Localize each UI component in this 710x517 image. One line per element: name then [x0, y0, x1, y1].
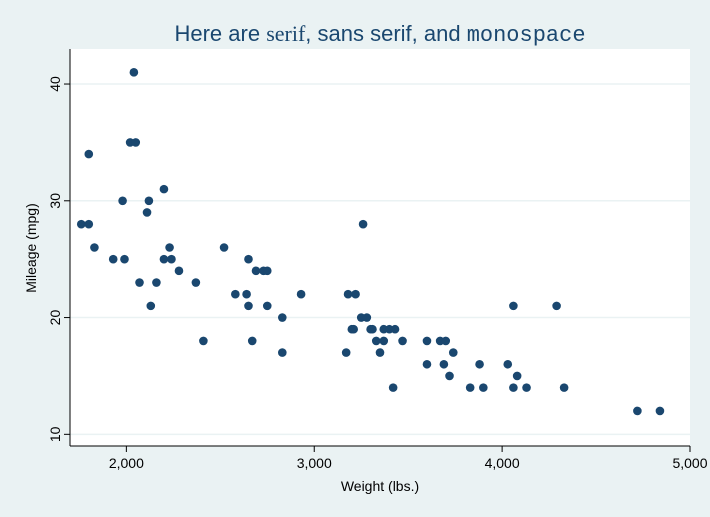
y-tick-label: 10 — [47, 426, 63, 442]
title-part: monospace — [467, 23, 586, 48]
data-point — [341, 348, 351, 357]
data-point — [633, 406, 642, 416]
data-point — [262, 301, 272, 311]
data-point — [159, 184, 169, 194]
data-point — [120, 254, 129, 264]
data-point — [439, 359, 449, 369]
data-point — [142, 208, 152, 217]
x-tick-label: 3,000 — [297, 455, 332, 471]
data-point — [262, 266, 272, 276]
data-point — [479, 383, 488, 392]
data-point — [509, 383, 518, 392]
data-point — [371, 336, 381, 346]
y-ticks: 10 20 30 40 — [47, 76, 70, 442]
x-ticks: 2,000 3,000 4,000 5,000 — [109, 446, 708, 471]
data-point — [118, 196, 127, 206]
data-point — [552, 301, 561, 311]
data-point — [351, 289, 360, 299]
data-point — [559, 383, 569, 392]
data-point — [90, 243, 99, 252]
data-point — [144, 196, 154, 206]
data-point — [343, 289, 353, 299]
data-point — [368, 324, 377, 334]
data-point — [445, 371, 454, 381]
data-point — [465, 383, 475, 392]
x-tick-label: 2,000 — [109, 455, 144, 471]
title-part: Here are — [174, 21, 266, 46]
data-point — [174, 266, 184, 276]
data-point — [244, 301, 253, 311]
x-axis-label: Weight (lbs.) — [341, 478, 419, 494]
data-point — [84, 219, 94, 229]
data-point — [191, 278, 201, 287]
data-point — [231, 289, 240, 299]
data-point — [244, 254, 253, 264]
data-point — [219, 243, 229, 252]
title-part: , sans serif, and — [305, 21, 466, 46]
data-point — [655, 406, 665, 416]
data-point — [129, 68, 139, 77]
data-point — [503, 359, 513, 369]
y-axis-label: Mileage (mpg) — [23, 203, 39, 292]
data-point — [296, 289, 306, 299]
y-tick-label: 20 — [47, 310, 63, 326]
data-point — [422, 336, 432, 346]
data-point — [441, 336, 451, 346]
data-point — [448, 348, 458, 357]
data-point — [159, 254, 169, 264]
data-point — [512, 371, 522, 381]
data-point — [349, 324, 358, 334]
data-point — [242, 289, 251, 299]
data-point — [199, 336, 208, 346]
data-point — [135, 278, 144, 287]
data-point — [362, 313, 372, 322]
x-tick-label: 4,000 — [485, 455, 520, 471]
data-point — [390, 324, 400, 334]
data-point — [475, 359, 484, 369]
chart-title: Here are serif, sans serif, and monospac… — [174, 21, 585, 48]
title-part: serif — [266, 21, 306, 46]
data-point — [522, 383, 531, 392]
data-point — [165, 243, 174, 252]
data-point — [398, 336, 407, 346]
data-point — [167, 254, 176, 264]
data-point — [108, 254, 118, 264]
data-point — [379, 336, 389, 346]
data-point — [278, 313, 287, 322]
gridlines — [70, 83, 690, 436]
y-tick-label: 30 — [47, 193, 63, 209]
data-point — [152, 278, 161, 287]
data-point — [247, 336, 257, 346]
data-point — [76, 219, 86, 229]
axes — [69, 49, 690, 447]
data-point — [84, 149, 94, 159]
x-tick-label: 5,000 — [672, 455, 707, 471]
data-point — [375, 348, 385, 357]
data-point — [509, 301, 518, 311]
data-point — [146, 301, 156, 311]
data-points — [76, 68, 665, 416]
data-point — [422, 359, 432, 369]
data-point — [388, 383, 398, 392]
data-point — [358, 219, 368, 229]
data-point — [251, 266, 261, 276]
y-tick-label: 40 — [47, 76, 63, 92]
plot-area — [70, 49, 690, 446]
data-point — [278, 348, 287, 357]
data-point — [131, 138, 141, 147]
